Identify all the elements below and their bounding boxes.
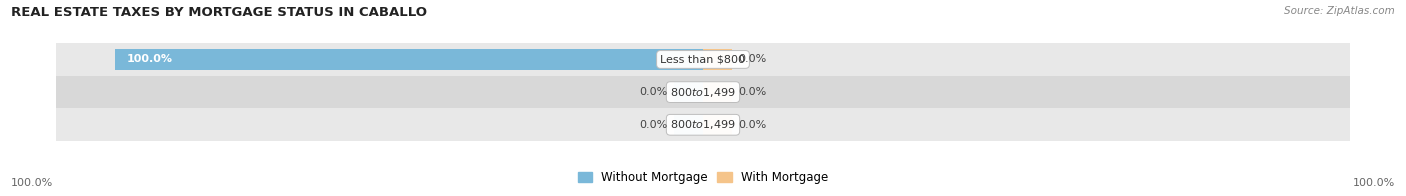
Bar [115,49,703,70]
Text: 0.0%: 0.0% [640,120,668,130]
Bar [56,108,1350,141]
Bar [56,76,1350,108]
Bar [673,82,703,102]
Text: REAL ESTATE TAXES BY MORTGAGE STATUS IN CABALLO: REAL ESTATE TAXES BY MORTGAGE STATUS IN … [11,6,427,19]
Bar [703,82,733,102]
Text: Source: ZipAtlas.com: Source: ZipAtlas.com [1284,6,1395,16]
Text: 0.0%: 0.0% [738,120,766,130]
Text: $800 to $1,499: $800 to $1,499 [671,118,735,131]
Text: Less than $800: Less than $800 [661,54,745,64]
Text: 100.0%: 100.0% [11,178,53,188]
Bar [673,115,703,135]
Text: 0.0%: 0.0% [738,54,766,64]
Bar [56,43,1350,76]
Text: 0.0%: 0.0% [640,87,668,97]
Text: 100.0%: 100.0% [1353,178,1395,188]
Bar [703,115,733,135]
Legend: Without Mortgage, With Mortgage: Without Mortgage, With Mortgage [574,167,832,189]
Bar [703,49,733,70]
Text: 0.0%: 0.0% [738,87,766,97]
Text: 100.0%: 100.0% [127,54,173,64]
Text: $800 to $1,499: $800 to $1,499 [671,86,735,99]
